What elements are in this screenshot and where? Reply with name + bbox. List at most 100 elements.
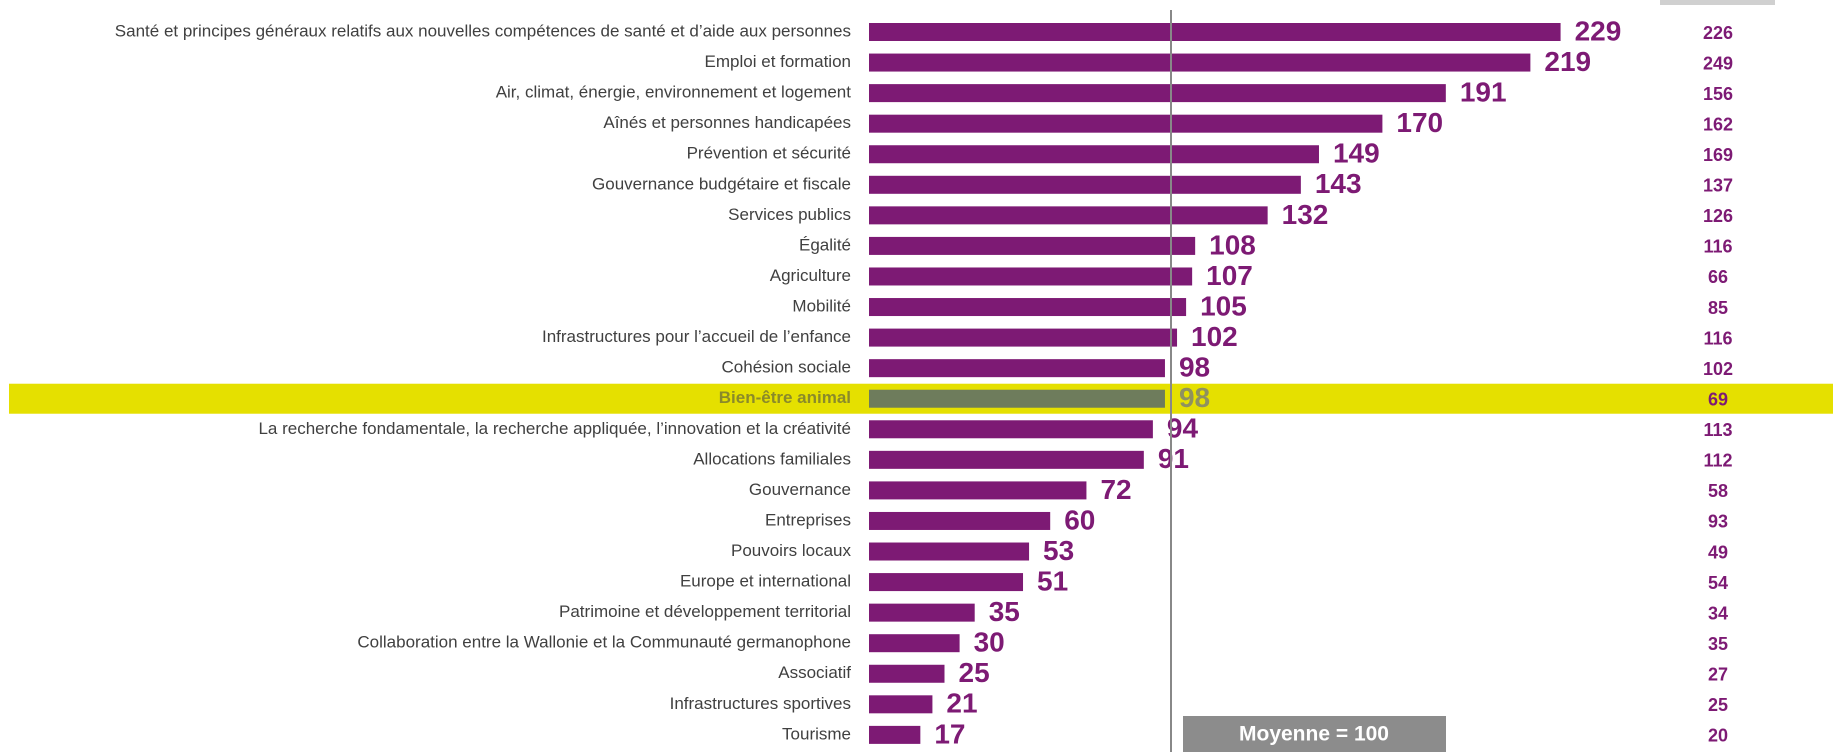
category-label: Cohésion sociale [722, 358, 851, 377]
value-label: 25 [959, 657, 990, 688]
bar [869, 53, 1531, 72]
value-label: 30 [974, 627, 1005, 658]
value-label: 91 [1158, 443, 1189, 474]
category-label: Santé et principes généraux relatifs aux… [115, 21, 851, 40]
secondary-value: 20 [1708, 726, 1728, 746]
category-label: Air, climat, énergie, environnement et l… [496, 83, 852, 102]
bar [869, 725, 921, 744]
category-label: Services publics [728, 205, 851, 224]
category-label: Collaboration entre la Wallonie et la Co… [357, 633, 851, 652]
value-label: 105 [1200, 290, 1247, 321]
value-label: 102 [1191, 321, 1238, 352]
bar [869, 511, 1051, 530]
value-label: 98 [1179, 382, 1210, 413]
secondary-value: 69 [1708, 389, 1728, 409]
value-label: 132 [1282, 199, 1329, 230]
value-label: 17 [934, 718, 965, 749]
secondary-value: 102 [1703, 359, 1733, 379]
secondary-value: 116 [1703, 328, 1732, 348]
bar [869, 450, 1144, 469]
bar [869, 481, 1087, 500]
secondary-value: 27 [1708, 665, 1728, 685]
secondary-value: 25 [1708, 695, 1728, 715]
bar [869, 359, 1165, 378]
bar [869, 573, 1024, 592]
bar [869, 298, 1187, 317]
secondary-value: 156 [1703, 84, 1733, 104]
category-label: Associatif [778, 663, 851, 682]
secondary-value: 226 [1703, 23, 1733, 43]
category-label: Aînés et personnes handicapées [603, 113, 851, 132]
category-label: Agriculture [770, 266, 851, 285]
value-label: 94 [1167, 413, 1199, 444]
category-label: La recherche fondamentale, la recherche … [258, 419, 851, 438]
secondary-value: 34 [1708, 603, 1728, 623]
bar [869, 664, 945, 683]
category-label: Infrastructures sportives [670, 694, 851, 713]
secondary-value: 85 [1708, 298, 1728, 318]
bar [869, 206, 1268, 225]
secondary-value: 112 [1703, 451, 1732, 471]
secondary-value: 93 [1708, 512, 1728, 532]
secondary-value: 58 [1708, 481, 1728, 501]
category-label: Patrimoine et développement territorial [559, 602, 851, 621]
bar [869, 542, 1030, 561]
value-label: 229 [1575, 15, 1622, 46]
annotation-box [1183, 716, 1446, 752]
bar [869, 267, 1193, 286]
value-label: 35 [989, 596, 1020, 627]
category-label: Allocations familiales [693, 449, 851, 468]
secondary-value: 49 [1708, 542, 1728, 562]
bar [869, 328, 1178, 347]
value-label: 72 [1100, 474, 1131, 505]
value-label: 107 [1206, 260, 1253, 291]
secondary-value: 169 [1703, 145, 1733, 165]
value-label: 108 [1209, 229, 1256, 260]
value-label: 149 [1333, 138, 1380, 169]
bar [869, 695, 933, 714]
secondary-value: 66 [1708, 267, 1728, 287]
bar [869, 389, 1165, 408]
bar [869, 145, 1319, 164]
value-label: 53 [1043, 535, 1074, 566]
bar [869, 634, 960, 653]
value-label: 51 [1037, 565, 1068, 596]
value-label: 21 [946, 688, 977, 719]
bar [869, 114, 1383, 133]
value-label: 98 [1179, 352, 1210, 383]
annotation: Moyenne = 100 [1239, 723, 1389, 746]
secondary-value: 126 [1703, 206, 1733, 226]
category-label: Égalité [799, 235, 851, 254]
value-label: 191 [1460, 77, 1507, 108]
value-label: 219 [1544, 46, 1591, 77]
category-label: Tourisme [782, 724, 851, 743]
category-label: Prévention et sécurité [687, 144, 851, 163]
bar [869, 84, 1446, 103]
category-label: Pouvoirs locaux [731, 541, 852, 560]
header-box [1660, 0, 1775, 5]
category-label: Emploi et formation [705, 52, 851, 71]
category-label: Mobilité [792, 297, 851, 316]
bar [869, 603, 975, 622]
bar [869, 175, 1301, 194]
category-label: Bien-être animal [719, 388, 851, 407]
category-label: Infrastructures pour l’accueil de l’enfa… [542, 327, 851, 346]
value-label: 60 [1064, 504, 1095, 535]
secondary-value: 249 [1703, 53, 1733, 73]
secondary-value: 116 [1703, 237, 1732, 257]
bar [869, 420, 1153, 439]
secondary-value: 113 [1703, 420, 1732, 440]
value-label: 170 [1396, 107, 1443, 138]
category-label: Entreprises [765, 510, 851, 529]
category-label: Europe et international [680, 572, 851, 591]
category-label: Gouvernance [749, 480, 851, 499]
secondary-value: 35 [1708, 634, 1728, 654]
category-label: Gouvernance budgétaire et fiscale [592, 174, 851, 193]
bar [869, 23, 1561, 41]
secondary-value: 137 [1703, 176, 1733, 196]
secondary-value: 162 [1703, 114, 1733, 134]
bar [869, 236, 1196, 255]
secondary-value: 54 [1708, 573, 1728, 593]
value-label: 143 [1315, 168, 1362, 199]
